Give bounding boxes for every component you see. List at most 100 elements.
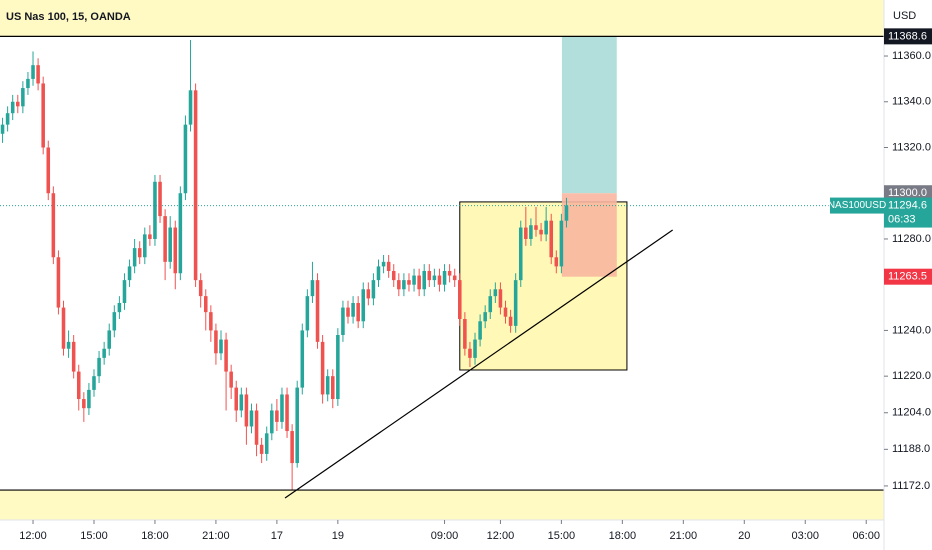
time-axis bbox=[0, 520, 884, 550]
candle-body bbox=[137, 248, 142, 258]
candle-body bbox=[376, 266, 381, 281]
candle-body bbox=[82, 399, 86, 409]
candle-body bbox=[498, 289, 503, 308]
candle-body bbox=[209, 312, 213, 331]
chart-title: US Nas 100, 15, OANDA bbox=[6, 11, 131, 23]
candle-body bbox=[249, 410, 254, 427]
x-tick-label: 21:00 bbox=[670, 530, 698, 542]
candle-body bbox=[173, 227, 178, 274]
candle-body bbox=[178, 193, 183, 274]
candle-body bbox=[493, 289, 498, 297]
candle-body bbox=[107, 330, 112, 349]
candle-body bbox=[0, 124, 5, 134]
zone bbox=[0, 0, 884, 37]
candle-body bbox=[361, 289, 366, 322]
candle-body bbox=[325, 376, 330, 395]
x-tick-label: 21:00 bbox=[202, 530, 230, 542]
candle-body bbox=[381, 261, 386, 267]
symbol-label: NAS100USD bbox=[828, 200, 886, 211]
candle-body bbox=[300, 330, 305, 388]
y-tick-label: 11188.0 bbox=[892, 443, 930, 455]
candle-body bbox=[386, 261, 391, 271]
x-tick-label: 15:00 bbox=[80, 530, 108, 542]
candle-body bbox=[219, 339, 223, 354]
candle-body bbox=[46, 147, 51, 194]
zone bbox=[0, 490, 884, 520]
candle-body bbox=[295, 387, 299, 464]
candle-body bbox=[56, 257, 61, 308]
candle-body bbox=[544, 220, 548, 235]
candle-body bbox=[315, 280, 320, 342]
candle-body bbox=[437, 275, 442, 285]
candle-body bbox=[244, 394, 249, 427]
candle-body bbox=[458, 280, 462, 319]
candle-body bbox=[452, 275, 457, 281]
y-tick-label: 11172.0 bbox=[892, 480, 930, 492]
candle-body bbox=[117, 302, 122, 313]
candle-body bbox=[412, 275, 416, 285]
candle-body bbox=[214, 330, 218, 354]
price-tag-label: 11368.6 bbox=[888, 30, 927, 42]
candle-body bbox=[158, 181, 162, 217]
candle-body bbox=[463, 318, 467, 349]
candle-body bbox=[529, 225, 533, 239]
candle-body bbox=[503, 307, 508, 317]
candle-body bbox=[554, 257, 559, 267]
candle-body bbox=[193, 90, 198, 281]
candle-body bbox=[66, 341, 71, 349]
candle-body bbox=[422, 270, 426, 290]
candle-body bbox=[229, 371, 233, 388]
y-tick-label: 11240.0 bbox=[892, 324, 931, 336]
candle-body bbox=[564, 205, 569, 221]
candle-body bbox=[341, 307, 345, 336]
y-tick-label: 11320.0 bbox=[892, 141, 931, 153]
candle-body bbox=[346, 307, 350, 317]
candle-body bbox=[264, 433, 269, 454]
symbol-tag bbox=[830, 197, 884, 214]
candle-body bbox=[92, 376, 96, 390]
candle-body bbox=[391, 270, 396, 281]
candle-body bbox=[122, 280, 127, 303]
candle-body bbox=[224, 339, 228, 372]
candle-body bbox=[351, 302, 355, 317]
candle-body bbox=[442, 270, 447, 285]
x-tick-label: 18:00 bbox=[609, 530, 637, 542]
y-tick-label: 11340.0 bbox=[892, 96, 931, 108]
candle-body bbox=[397, 280, 401, 290]
candle-body bbox=[427, 270, 432, 281]
candle-body bbox=[483, 312, 487, 322]
currency: USD bbox=[893, 10, 916, 22]
candle-body bbox=[290, 431, 294, 464]
candle-body bbox=[524, 227, 528, 239]
candle-body bbox=[366, 289, 371, 299]
candle-body bbox=[305, 296, 310, 331]
candle-body bbox=[468, 348, 472, 358]
candle-body bbox=[513, 280, 518, 326]
candle-body bbox=[432, 275, 437, 281]
candle-body bbox=[549, 220, 554, 258]
y-tick-label: 11220.0 bbox=[892, 370, 931, 382]
target-zone bbox=[561, 36, 617, 194]
candle-body bbox=[198, 280, 203, 297]
candle-body bbox=[10, 101, 15, 114]
candle-body bbox=[26, 78, 30, 89]
trendline bbox=[284, 229, 673, 499]
candle-body bbox=[478, 321, 482, 340]
candle-body bbox=[285, 394, 289, 432]
candle-body bbox=[371, 280, 376, 299]
candle-body bbox=[71, 341, 76, 372]
x-tick-label: 03:00 bbox=[791, 530, 819, 542]
candle-body bbox=[534, 225, 538, 230]
candle-body bbox=[127, 266, 132, 281]
price-tag bbox=[884, 185, 932, 202]
candle-body bbox=[5, 113, 10, 125]
countdown: 06:33 bbox=[888, 213, 916, 225]
x-tick-label: 18:00 bbox=[141, 530, 169, 542]
x-tick-label: 17 bbox=[271, 530, 283, 542]
candle-body bbox=[280, 394, 284, 422]
candle-body bbox=[539, 229, 543, 235]
price-tag bbox=[884, 197, 932, 228]
candle-body bbox=[21, 88, 25, 107]
candle-body bbox=[168, 227, 172, 262]
